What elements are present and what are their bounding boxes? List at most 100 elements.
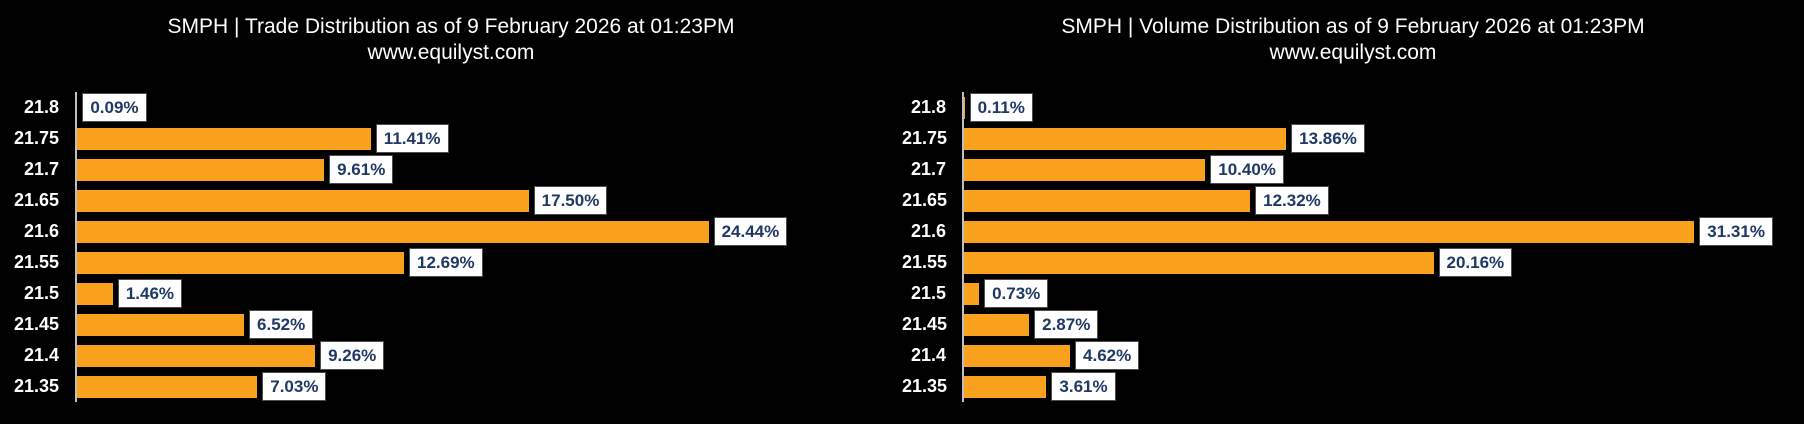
bar-track: 31.31% (962, 217, 1804, 246)
bar-track: 17.50% (75, 186, 902, 215)
y-axis-tick-label: 21.75 (902, 128, 948, 148)
y-axis-tick-label: 21.65 (902, 190, 948, 210)
y-axis-tick-label: 21.35 (902, 376, 948, 396)
trade-chart-rows: 21.8 0.09% 21.75 11.41% 21.7 9.61% 21.65 17.50%… (0, 92, 902, 402)
bar-row: 21.45 2.87% (902, 309, 1804, 340)
bar-row: 21.75 13.86% (902, 123, 1804, 154)
bar-row: 21.35 3.61% (902, 371, 1804, 402)
bar (962, 282, 980, 305)
y-axis-tick-label: 21.55 (13, 252, 59, 272)
bar-track: 0.73% (962, 279, 1804, 308)
volume-chart-title: SMPH | Volume Distribution as of 9 Febru… (1061, 15, 1645, 38)
value-label: 9.26% (320, 341, 385, 370)
y-axis-tick-label: 21.5 (910, 283, 946, 303)
bar-track: 1.46% (75, 279, 902, 308)
trade-chart-header: SMPH | Trade Distribution as of 9 Februa… (0, 0, 902, 66)
bar-row: 21.4 4.62% (902, 340, 1804, 371)
bar (962, 344, 1071, 367)
y-axis-tick-label: 21.4 (910, 345, 946, 365)
bar-track: 0.09% (75, 93, 902, 122)
bar-row: 21.35 7.03% (0, 371, 902, 402)
volume-chart-rows: 21.8 0.11% 21.75 13.86% 21.7 10.40% 21.65 12.32… (902, 92, 1804, 402)
bar (75, 251, 404, 274)
bar-row: 21.5 1.46% (0, 278, 902, 309)
bar-row: 21.5 0.73% (902, 278, 1804, 309)
value-label: 9.61% (329, 155, 394, 184)
bar-track: 11.41% (75, 124, 902, 153)
value-label: 10.40% (1210, 155, 1284, 184)
bar-track: 0.11% (962, 93, 1804, 122)
value-label: 6.52% (249, 310, 314, 339)
value-label: 24.44% (713, 217, 788, 246)
bar-track: 12.69% (75, 248, 902, 277)
bar-track: 12.32% (962, 186, 1804, 215)
bar-track: 4.62% (962, 341, 1804, 370)
bar (962, 313, 1030, 336)
bar (75, 127, 371, 150)
bar (962, 220, 1695, 243)
value-label: 0.09% (82, 93, 147, 122)
y-axis-tick-label: 21.8 (910, 97, 946, 117)
bar-row: 21.6 24.44% (0, 216, 902, 247)
bar-row: 21.8 0.09% (0, 92, 902, 123)
y-axis-tick-label: 21.6 (910, 221, 946, 241)
trade-chart-plot: 21.8 0.09% 21.75 11.41% 21.7 9.61% 21.65 17.50%… (0, 92, 902, 402)
value-label: 12.32% (1255, 186, 1329, 215)
value-label: 0.11% (969, 93, 1033, 122)
bar-track: 20.16% (962, 248, 1804, 277)
y-axis-tick-label: 21.4 (23, 345, 59, 365)
bar (75, 220, 709, 243)
bar-row: 21.7 10.40% (902, 154, 1804, 185)
bar-row: 21.6 31.31% (902, 216, 1804, 247)
bar-track: 3.61% (962, 372, 1804, 401)
value-label: 0.73% (984, 279, 1049, 308)
value-label: 1.46% (117, 279, 183, 308)
value-label: 4.62% (1075, 341, 1140, 370)
bar-row: 21.8 0.11% (902, 92, 1804, 123)
y-axis-tick-label: 21.6 (23, 221, 59, 241)
bar-row: 21.55 20.16% (902, 247, 1804, 278)
volume-chart-header: SMPH | Volume Distribution as of 9 Febru… (902, 0, 1804, 66)
bar (75, 344, 316, 367)
bar (75, 158, 325, 181)
y-axis-tick-label: 21.55 (902, 252, 948, 272)
bar (962, 189, 1251, 212)
bar (75, 282, 113, 305)
volume-chart-plot: 21.8 0.11% 21.75 13.86% 21.7 10.40% 21.65 12.32… (902, 92, 1804, 402)
y-axis-tick-label: 21.45 (902, 314, 948, 334)
trade-chart-title: SMPH | Trade Distribution as of 9 Februa… (167, 15, 735, 38)
bar (962, 375, 1047, 398)
value-label: 2.87% (1034, 310, 1099, 339)
bar (75, 189, 529, 212)
bar-row: 21.65 12.32% (902, 185, 1804, 216)
value-label: 7.03% (262, 372, 327, 401)
bar-track: 24.44% (75, 217, 902, 246)
bar (75, 375, 258, 398)
value-label: 12.69% (408, 248, 483, 277)
bar-row: 21.4 9.26% (0, 340, 902, 371)
bar (75, 313, 245, 336)
trade-distribution-chart: SMPH | Trade Distribution as of 9 Februa… (0, 0, 902, 402)
y-axis-line (962, 92, 964, 402)
bar-track: 2.87% (962, 310, 1804, 339)
volume-distribution-chart: SMPH | Volume Distribution as of 9 Febru… (902, 0, 1804, 424)
y-axis-tick-label: 21.7 (23, 159, 59, 179)
bar-row: 21.45 6.52% (0, 309, 902, 340)
bar (962, 251, 1434, 274)
value-label: 31.31% (1699, 217, 1773, 246)
y-axis-tick-label: 21.5 (23, 283, 59, 303)
bar-track: 13.86% (962, 124, 1804, 153)
y-axis-tick-label: 21.75 (13, 128, 59, 148)
bar-row: 21.75 11.41% (0, 123, 902, 154)
value-label: 13.86% (1291, 124, 1365, 153)
bar-track: 9.61% (75, 155, 902, 184)
volume-chart-subtitle: www.equilyst.com (1269, 41, 1437, 64)
y-axis-tick-label: 21.7 (910, 159, 946, 179)
bar-track: 9.26% (75, 341, 902, 370)
bar-row: 21.65 17.50% (0, 185, 902, 216)
bar-row: 21.7 9.61% (0, 154, 902, 185)
value-label: 20.16% (1438, 248, 1513, 277)
y-axis-tick-label: 21.65 (13, 190, 59, 210)
bar (962, 158, 1206, 181)
value-label: 11.41% (375, 124, 449, 153)
